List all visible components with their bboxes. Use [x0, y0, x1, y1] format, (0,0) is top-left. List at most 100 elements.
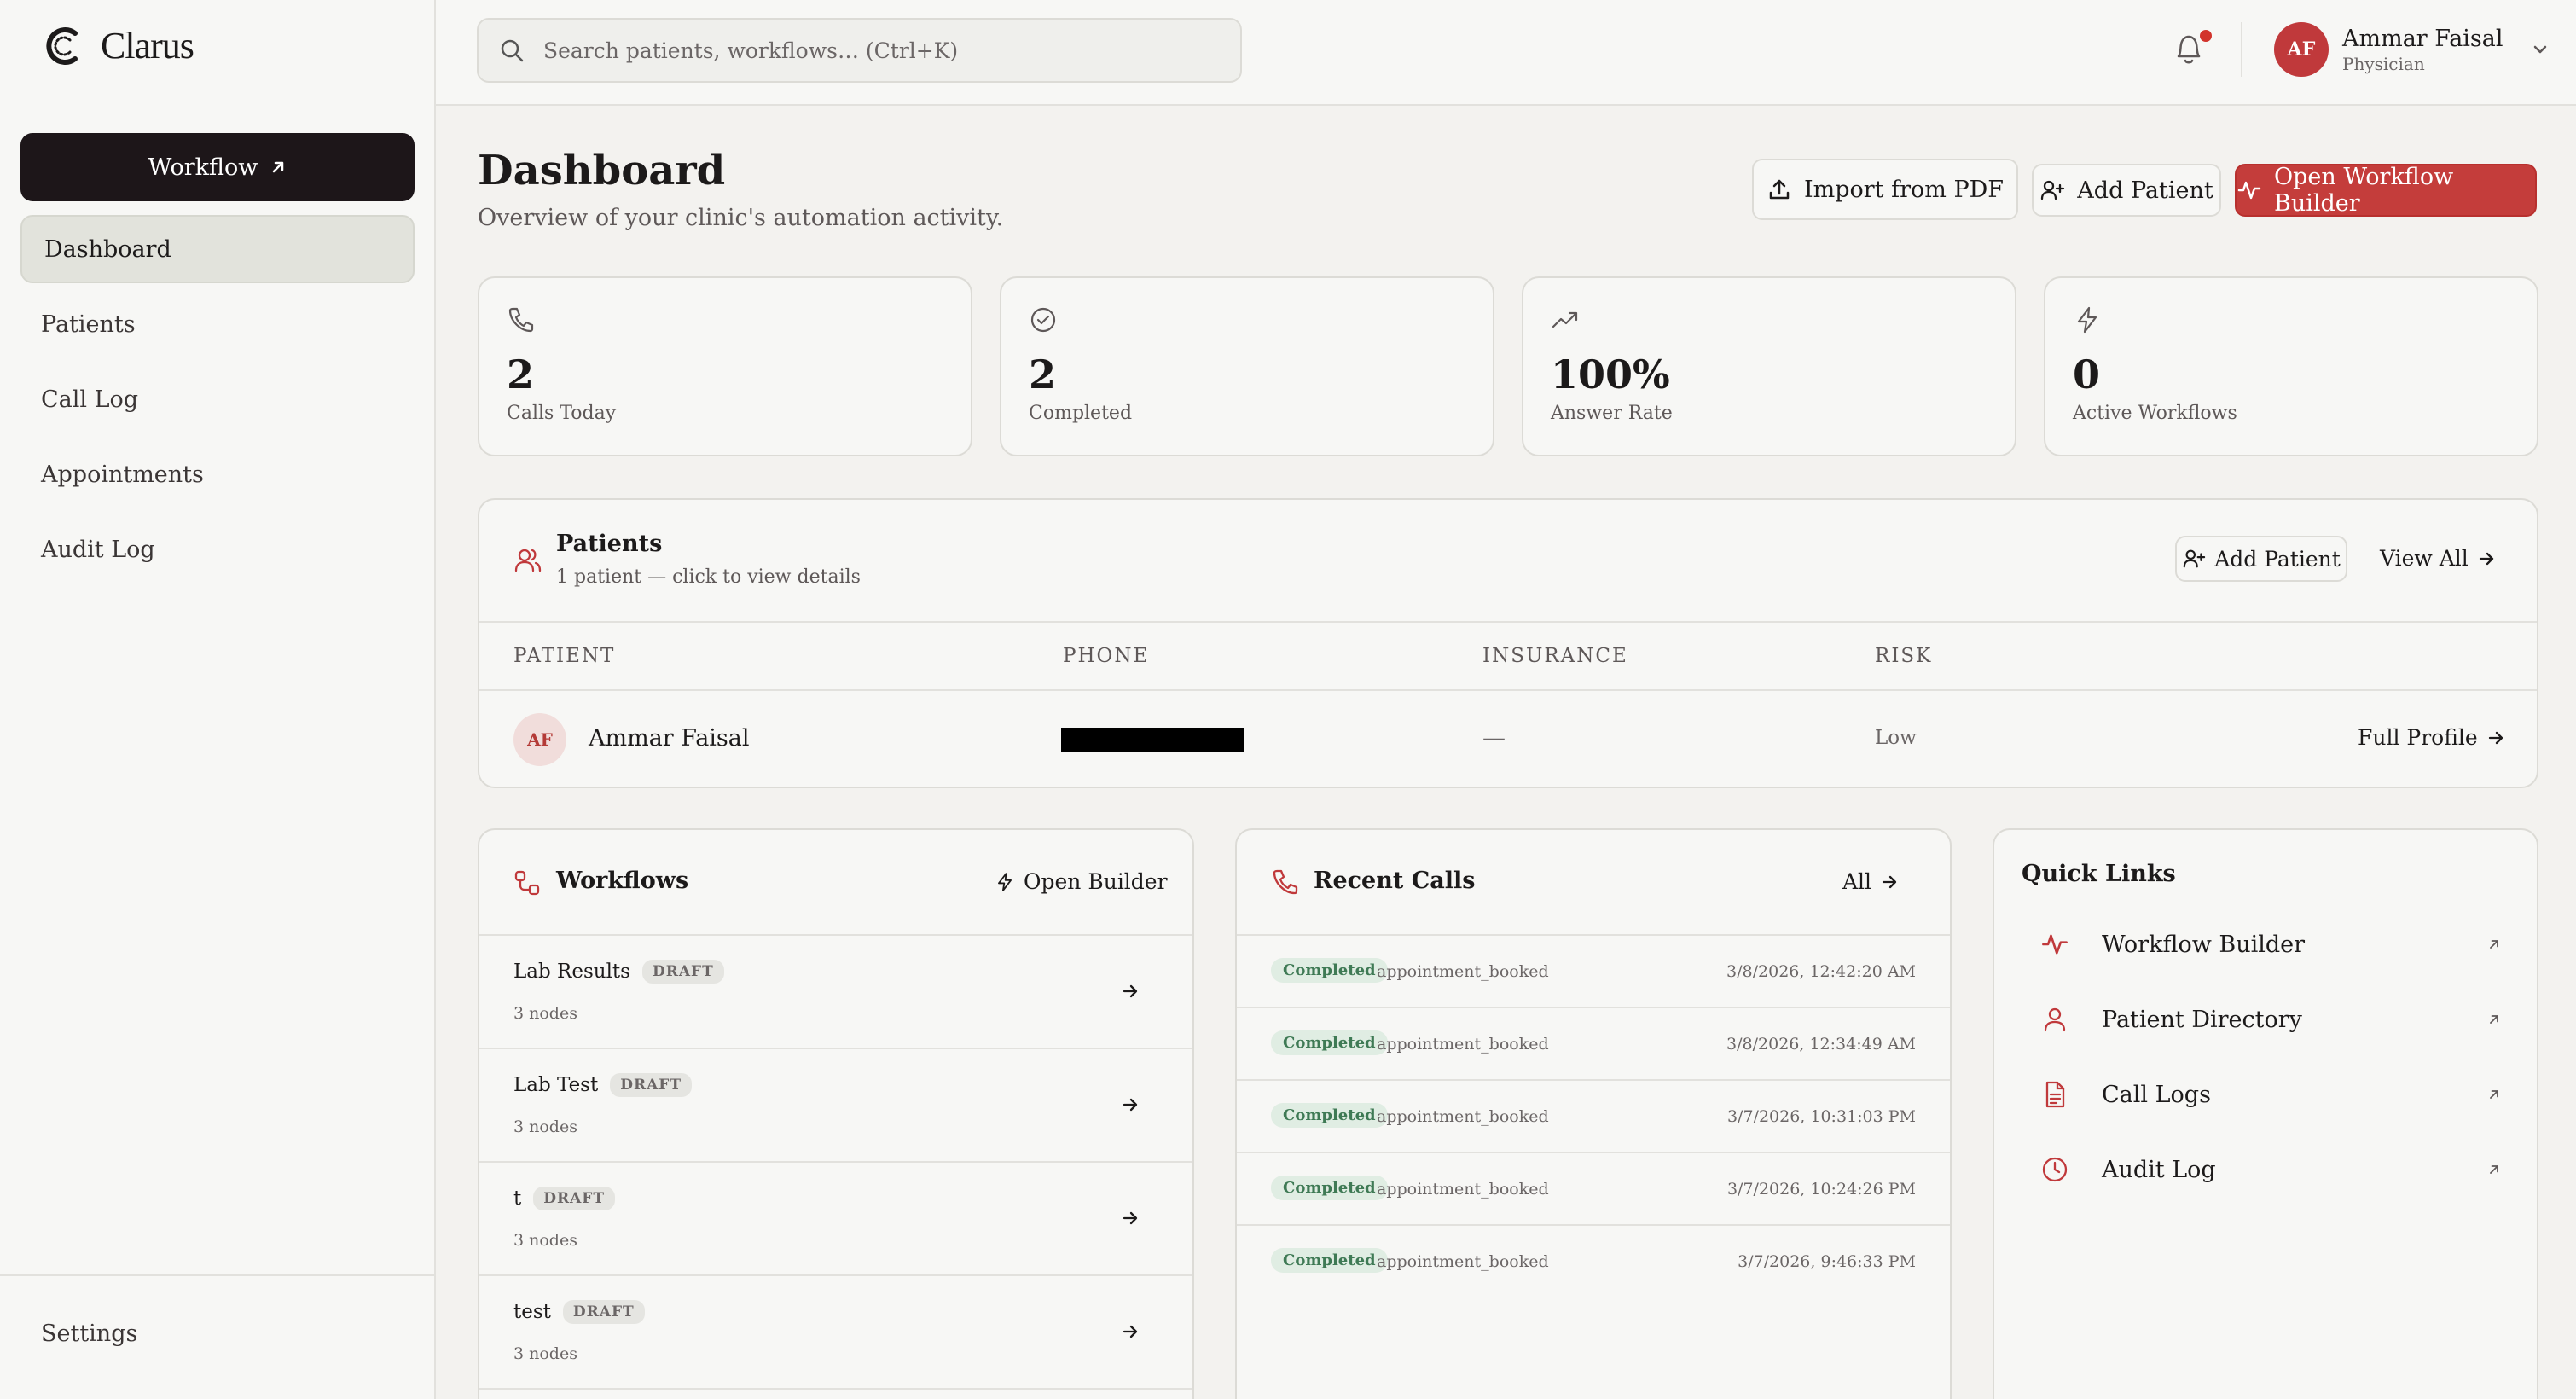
sidebar-item-label: Dashboard	[44, 235, 171, 263]
arrow-right-icon	[1880, 873, 1899, 891]
patients-card: Patients 1 patient — click to view detai…	[478, 498, 2538, 788]
sidebar-item-call-log[interactable]: Call Log	[20, 365, 415, 433]
column-header: RISK	[1875, 645, 1933, 667]
user-icon	[2040, 1005, 2069, 1034]
search-bar[interactable]	[477, 18, 1242, 83]
add-patient-button[interactable]: Add Patient	[2032, 164, 2221, 217]
sidebar-footer: Settings	[0, 1274, 434, 1399]
open-workflow-builder-button[interactable]: Open Workflow Builder	[2235, 164, 2537, 217]
call-item[interactable]: Completed appointment_booked 3/8/2026, 1…	[1237, 1008, 1950, 1081]
user-role: Physician	[2342, 53, 2425, 74]
table-header: PATIENT PHONE INSURANCE RISK	[479, 621, 2537, 691]
sidebar-item-label: Audit Log	[41, 536, 155, 563]
sidebar-item-dashboard[interactable]: Dashboard	[20, 215, 415, 283]
workflow-nodes: 3 nodes	[513, 1231, 577, 1250]
recent-calls-card: Recent Calls All Completed appointment_b…	[1235, 828, 1952, 1399]
workflow-item[interactable]: Lab Results DRAFT 3 nodes	[479, 936, 1192, 1049]
status-badge: DRAFT	[562, 1300, 645, 1324]
topbar-divider	[2241, 22, 2242, 77]
quick-link-call-logs[interactable]: Call Logs	[2040, 1069, 2501, 1120]
sidebar-item-patients[interactable]: Patients	[20, 290, 415, 358]
open-builder-link[interactable]: Open Builder	[995, 869, 1168, 894]
status-badge: Completed	[1271, 1030, 1388, 1055]
full-profile-label: Full Profile	[2358, 725, 2478, 750]
page-subtitle: Overview of your clinic's automation act…	[478, 205, 1004, 231]
quick-link-patient-directory[interactable]: Patient Directory	[2040, 994, 2501, 1045]
risk-value: Low	[1875, 727, 1917, 749]
workflows-title: Workflows	[556, 868, 689, 894]
call-item[interactable]: Completed appointment_booked 3/7/2026, 1…	[1237, 1153, 1950, 1226]
workflows-card: Workflows Open Builder Lab Results DRAFT …	[478, 828, 1194, 1399]
arrow-up-right-icon	[2487, 1163, 2501, 1176]
brand[interactable]: Clarus	[43, 24, 194, 67]
view-all-link[interactable]: View All	[2380, 546, 2496, 571]
status-badge: Completed	[1271, 1248, 1388, 1273]
workflow-name: test	[513, 1301, 551, 1323]
workflow-name: t	[513, 1187, 522, 1210]
patients-add-patient-button[interactable]: Add Patient	[2175, 536, 2347, 582]
users-icon	[513, 546, 542, 575]
stat-value: 100%	[1551, 351, 1670, 398]
quick-link-workflow-builder[interactable]: Workflow Builder	[2040, 919, 2501, 970]
file-text-icon	[2040, 1080, 2069, 1109]
clock-icon	[2040, 1155, 2069, 1184]
import-pdf-label: Import from PDF	[1803, 176, 2005, 203]
sidebar-item-settings[interactable]: Settings	[41, 1321, 138, 1347]
import-pdf-button[interactable]: Import from PDF	[1752, 159, 2018, 220]
search-input[interactable]	[543, 38, 1209, 63]
brand-name: Clarus	[101, 25, 194, 67]
column-header: PATIENT	[513, 645, 616, 667]
workflow-item[interactable]: t DRAFT 3 nodes	[479, 1163, 1192, 1276]
call-type: appointment_booked	[1377, 962, 1549, 981]
page-title: Dashboard	[478, 147, 726, 194]
full-profile-link[interactable]: Full Profile	[2358, 725, 2505, 750]
workflow-item[interactable]: test DRAFT 3 nodes	[479, 1276, 1192, 1390]
avatar: AF	[513, 713, 566, 766]
call-time: 3/7/2026, 10:31:03 PM	[1726, 1107, 1916, 1126]
stat-label: Active Workflows	[2073, 403, 2237, 424]
activity-icon	[2040, 930, 2069, 959]
stat-value: 2	[1029, 351, 1057, 398]
stat-card-calls-today: 2 Calls Today	[478, 276, 972, 456]
call-type: appointment_booked	[1377, 1180, 1549, 1199]
quick-link-label: Patient Directory	[2102, 1006, 2302, 1033]
user-menu[interactable]: AF Ammar Faisal Physician	[2274, 22, 2550, 77]
workflow-button-label: Workflow	[148, 154, 258, 181]
call-item[interactable]: Completed appointment_booked 3/8/2026, 1…	[1237, 936, 1950, 1008]
call-time: 3/8/2026, 12:34:49 AM	[1726, 1035, 1916, 1054]
arrow-up-right-icon	[2487, 1013, 2501, 1026]
stat-card-active-workflows: 0 Active Workflows	[2044, 276, 2538, 456]
stat-value: 0	[2073, 351, 2101, 398]
user-plus-icon	[2039, 177, 2065, 203]
all-calls-link[interactable]: All	[1842, 869, 1899, 894]
workflow-name: Lab Results	[513, 961, 630, 983]
sidebar-item-appointments[interactable]: Appointments	[20, 440, 415, 508]
call-time: 3/8/2026, 12:42:20 AM	[1726, 962, 1916, 981]
quick-links-card: Quick Links Workflow Builder Patient Dir…	[1993, 828, 2538, 1399]
patients-title: Patients	[556, 531, 663, 557]
workflow-item[interactable]: Lab Test DRAFT 3 nodes	[479, 1049, 1192, 1163]
workflow-icon	[513, 869, 541, 897]
sidebar-item-label: Appointments	[41, 461, 204, 488]
workflow-button[interactable]: Workflow	[20, 133, 415, 201]
call-type: appointment_booked	[1377, 1035, 1549, 1054]
phone-icon	[1271, 868, 1300, 897]
topbar: AF Ammar Faisal Physician	[436, 0, 2576, 106]
quick-link-audit-log[interactable]: Audit Log	[2040, 1144, 2501, 1195]
call-item[interactable]: Completed appointment_booked 3/7/2026, 9…	[1237, 1226, 1950, 1298]
arrow-up-right-icon	[2487, 938, 2501, 951]
notification-bell-icon[interactable]	[2172, 31, 2206, 68]
call-item[interactable]: Completed appointment_booked 3/7/2026, 1…	[1237, 1081, 1950, 1153]
arrow-right-icon	[1121, 1322, 1140, 1341]
table-row[interactable]: AF Ammar Faisal — Low Full Profile	[479, 691, 2537, 787]
patients-subtitle: 1 patient — click to view details	[556, 566, 861, 588]
clarus-logo-icon	[43, 25, 85, 67]
stat-value: 2	[507, 351, 535, 398]
insurance-value: —	[1482, 725, 1506, 752]
sidebar-item-audit-log[interactable]: Audit Log	[20, 515, 415, 583]
phone-redacted	[1061, 728, 1244, 752]
all-calls-label: All	[1842, 869, 1872, 894]
zap-icon	[995, 872, 1015, 892]
stat-card-answer-rate: 100% Answer Rate	[1522, 276, 2016, 456]
call-type: appointment_booked	[1377, 1107, 1549, 1126]
